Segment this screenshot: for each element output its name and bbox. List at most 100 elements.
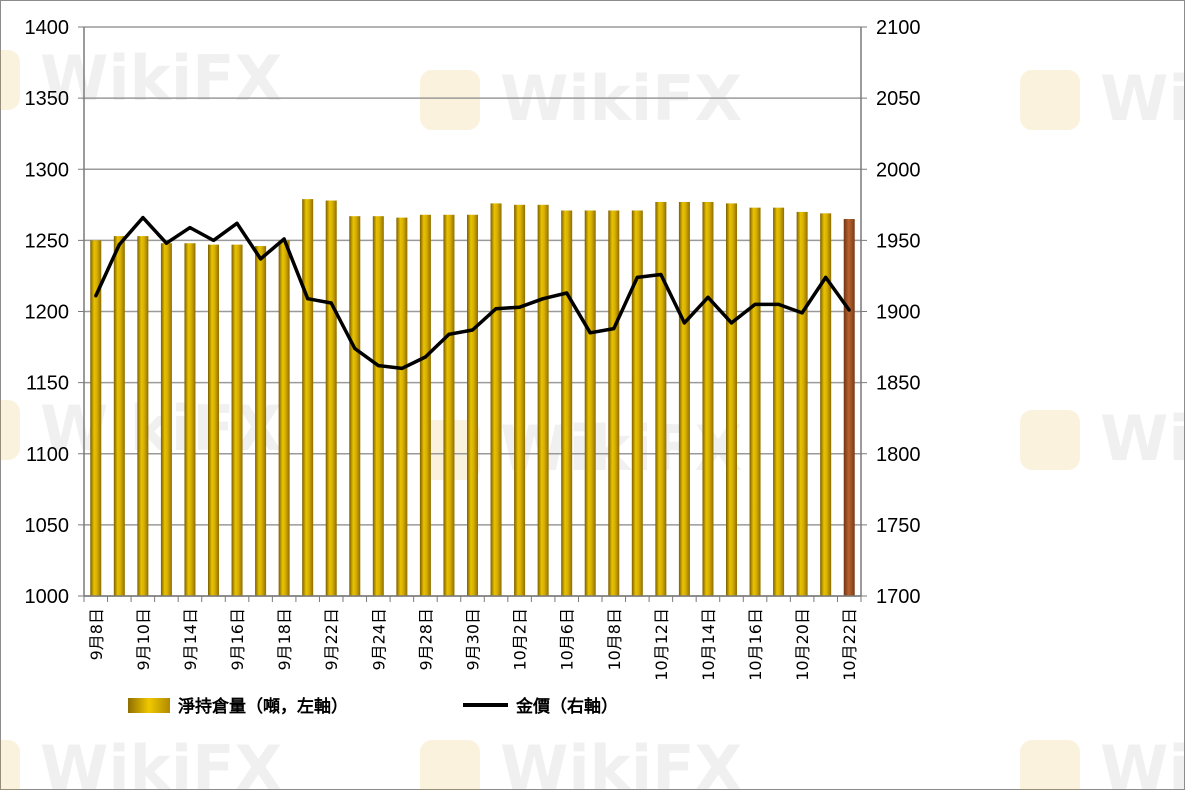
line-point	[282, 237, 286, 241]
line-point	[423, 355, 428, 359]
bar	[608, 210, 620, 596]
line-point	[541, 297, 545, 301]
line-point	[447, 332, 451, 336]
y-tick-label-right: 1900	[876, 302, 921, 324]
line-point	[141, 216, 145, 220]
bar	[231, 244, 243, 596]
bar	[208, 244, 219, 596]
line-point	[776, 302, 781, 306]
x-tick-label: 10月16日	[746, 608, 765, 681]
line-point	[612, 326, 616, 331]
line-point	[729, 321, 734, 325]
bar	[113, 236, 125, 597]
y-tick-label-right: 1750	[876, 515, 921, 537]
y-tick-label-right: 1950	[876, 230, 921, 252]
line-point	[706, 295, 710, 299]
bar	[726, 203, 737, 596]
watermark-text: WikiFX	[1100, 62, 1185, 135]
watermark-logo	[420, 70, 480, 130]
bar	[278, 240, 290, 596]
x-tick-label: 10月2日	[511, 608, 530, 671]
x-tick-label: 9月14日	[181, 608, 200, 671]
watermark-logo	[0, 50, 20, 110]
line-point	[188, 225, 192, 230]
watermark-logo	[1020, 740, 1080, 790]
bar	[184, 243, 196, 596]
x-tick-label: 10月20日	[793, 608, 812, 681]
bar-series	[90, 199, 855, 597]
line-point	[682, 321, 687, 325]
legend-label-bars: 淨持倉量（噸，左軸）	[178, 696, 348, 717]
bar	[160, 243, 172, 596]
axes	[78, 26, 867, 602]
x-tick-label: 9月16日	[228, 608, 247, 671]
line-point	[494, 307, 498, 311]
x-tick-label: 9月10日	[134, 608, 153, 671]
line-point	[235, 221, 239, 225]
y-tick-label-left: 1050	[25, 515, 70, 537]
bar	[749, 207, 761, 596]
bar	[843, 219, 855, 596]
line-point	[753, 302, 757, 306]
line-point	[329, 301, 333, 305]
watermark-logo	[420, 740, 480, 790]
y-tick-label-left: 1400	[25, 17, 70, 39]
bar	[773, 207, 785, 596]
bar	[655, 201, 667, 596]
watermark-text: WikiFX	[500, 732, 742, 790]
x-tick-label: 9月24日	[369, 608, 388, 671]
x-tick-label: 10月12日	[652, 608, 671, 681]
line-point	[164, 241, 169, 245]
x-tick-label: 9月18日	[275, 608, 294, 671]
y-tick-label-right: 2050	[876, 88, 921, 110]
bar	[302, 199, 314, 596]
bar	[467, 214, 478, 596]
x-axis-labels: 9月8日 9月10日 9月14日 9月16日 9月18日 9月22日 9月24日 9月28日 9…	[87, 608, 859, 681]
line-point	[376, 363, 380, 368]
line-point	[306, 297, 310, 301]
watermark-logo	[0, 740, 20, 790]
line-series	[94, 215, 851, 371]
watermark-logo	[1020, 70, 1080, 130]
x-tick-label: 10月22日	[840, 608, 859, 681]
left-y-axis-labels: 1000 1050 1100 1150 1200 1250 1300 1350 1400	[25, 17, 70, 608]
bar	[514, 204, 526, 596]
y-tick-label-left: 1150	[26, 373, 69, 395]
x-tick-label: 10月6日	[558, 608, 577, 671]
line-point	[800, 311, 804, 315]
y-tick-label-right: 1700	[876, 586, 921, 608]
line-point	[353, 346, 357, 351]
line-point	[258, 257, 263, 261]
x-tick-label: 10月14日	[699, 608, 718, 681]
line-point	[470, 328, 475, 332]
bar	[396, 217, 408, 597]
line-point	[211, 238, 216, 242]
y-tick-label-right: 1850	[876, 373, 921, 395]
bar	[419, 214, 431, 596]
bar	[584, 210, 596, 596]
y-tick-label-left: 1100	[26, 444, 69, 466]
line-point	[588, 331, 592, 335]
y-tick-label-left: 1000	[25, 586, 70, 608]
y-tick-label-left: 1300	[25, 159, 70, 181]
x-tick-label: 9月22日	[322, 608, 341, 671]
y-tick-label-left: 1200	[25, 302, 70, 324]
legend: 淨持倉量（噸，左軸） 金價（右軸）	[128, 696, 618, 717]
line-point	[635, 275, 639, 279]
bar	[678, 201, 690, 596]
x-tick-label: 10月8日	[605, 608, 624, 671]
bar	[443, 214, 455, 596]
bar	[255, 246, 267, 596]
y-tick-label-left: 1250	[25, 230, 70, 252]
y-tick-label-right: 2000	[876, 159, 921, 181]
x-tick-label: 9月30日	[464, 608, 483, 671]
bar	[325, 200, 337, 597]
watermark-text: WikiFX	[1100, 402, 1185, 475]
bar	[349, 216, 361, 596]
watermark-text: WikiFX	[40, 732, 282, 790]
line-point	[659, 272, 663, 277]
line-point	[517, 305, 522, 309]
bar	[561, 210, 573, 596]
bar	[702, 201, 714, 596]
